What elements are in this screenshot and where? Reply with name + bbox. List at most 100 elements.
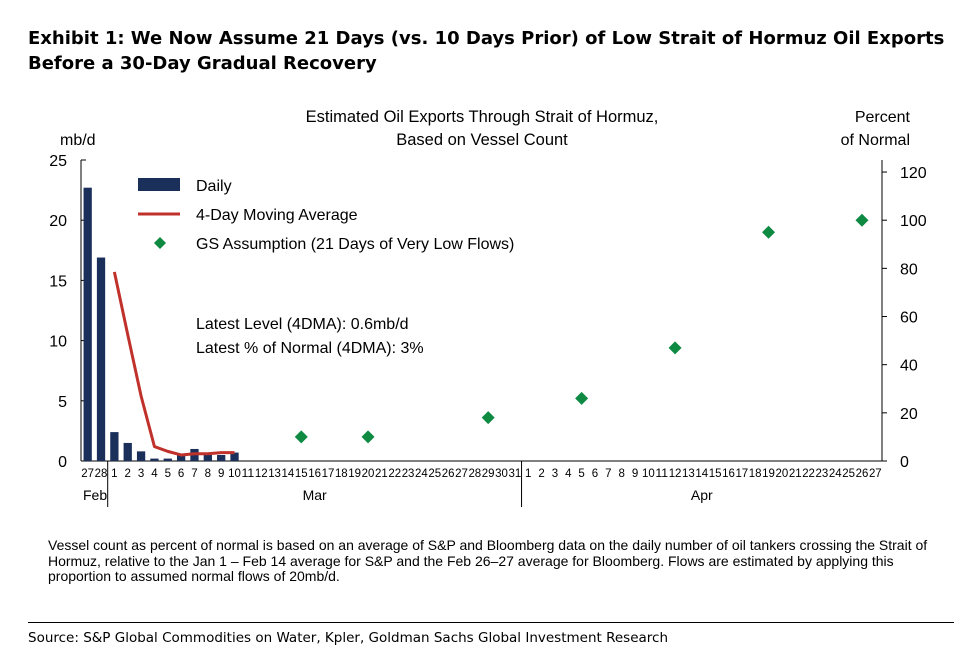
x-day-label: 3 bbox=[138, 468, 144, 480]
x-day-label: 14 bbox=[282, 468, 295, 480]
chart-title-line-2: Based on Vessel Count bbox=[396, 131, 568, 149]
daily-bar bbox=[136, 451, 146, 461]
moving-average-line bbox=[112, 271, 235, 457]
daily-bar bbox=[203, 454, 212, 461]
x-day-label: 7 bbox=[605, 468, 611, 480]
x-day-label: 23 bbox=[402, 468, 415, 480]
daily-bar bbox=[217, 454, 226, 461]
right-tick-label: 0 bbox=[900, 454, 909, 471]
x-day-label: 13 bbox=[682, 468, 695, 480]
x-day-label: 14 bbox=[695, 468, 708, 480]
x-day-label: 10 bbox=[228, 468, 241, 480]
gs-assumption-markers bbox=[294, 213, 869, 444]
right-tick-label: 60 bbox=[900, 310, 918, 327]
legend-gs-assumption-label: GS Assumption (21 Days of Very Low Flows… bbox=[196, 236, 514, 253]
x-day-label: 4 bbox=[565, 468, 572, 480]
x-day-label: 25 bbox=[428, 468, 441, 480]
legend-moving-average-label: 4-Day Moving Average bbox=[196, 207, 358, 224]
x-day-label: 6 bbox=[592, 468, 598, 480]
x-day-label: 6 bbox=[178, 468, 184, 480]
daily-bar bbox=[123, 442, 132, 461]
gs-assumption-marker bbox=[855, 213, 869, 227]
x-day-label: 29 bbox=[482, 468, 495, 480]
exhibit-title: Exhibit 1: We Now Assume 21 Days (vs. 10… bbox=[28, 28, 945, 74]
x-day-label: 30 bbox=[495, 468, 508, 480]
x-day-label: 13 bbox=[268, 468, 281, 480]
left-axis-label: mb/d bbox=[60, 132, 96, 149]
x-day-label: 23 bbox=[816, 468, 829, 480]
right-tick-label: 20 bbox=[900, 406, 918, 423]
annotation-latest-percent: Latest % of Normal (4DMA): 3% bbox=[196, 340, 424, 357]
moving-average-series bbox=[112, 271, 235, 457]
x-day-label: 28 bbox=[95, 468, 108, 480]
legend: Daily 4-Day Moving Average GS Assumption… bbox=[138, 178, 514, 253]
left-tick-label: 15 bbox=[49, 273, 67, 290]
daily-bar bbox=[96, 257, 106, 461]
x-axis-labels: 27 28 1 2 3 4 5 6 7 8 9 10 11 12 13 14 15 16 17 18 19 20 21 22 2… bbox=[81, 468, 881, 503]
daily-bar bbox=[110, 432, 119, 461]
left-tick-label: 5 bbox=[58, 394, 67, 411]
x-day-label: 15 bbox=[709, 468, 722, 480]
x-day-label: 5 bbox=[578, 468, 584, 480]
x-day-label: 11 bbox=[242, 468, 255, 480]
daily-bar bbox=[176, 454, 186, 461]
gs-assumption-marker bbox=[361, 430, 375, 444]
chart-title: Estimated Oil Exports Through Strait of … bbox=[306, 108, 659, 149]
right-tick-label: 120 bbox=[900, 165, 927, 182]
x-day-label: 1 bbox=[111, 468, 117, 480]
left-tick-label: 20 bbox=[49, 213, 67, 230]
left-tick-label: 0 bbox=[58, 454, 67, 471]
x-day-label: 3 bbox=[552, 468, 558, 480]
x-day-label: 27 bbox=[869, 468, 882, 480]
right-axis-label-line-2: of Normal bbox=[841, 132, 910, 149]
x-day-label: 5 bbox=[165, 468, 171, 480]
x-day-label: 2 bbox=[538, 468, 544, 480]
right-tick-label: 40 bbox=[900, 358, 918, 375]
gs-assumption-marker bbox=[762, 225, 776, 239]
x-day-label: 21 bbox=[375, 468, 388, 480]
legend-daily-label: Daily bbox=[196, 178, 232, 195]
x-month-label: Apr bbox=[691, 487, 713, 503]
gs-assumption-marker bbox=[668, 341, 682, 355]
left-tick-label: 10 bbox=[49, 334, 67, 351]
chart-footnote: Vessel count as percent of normal is bas… bbox=[48, 537, 928, 584]
x-day-label: 27 bbox=[81, 468, 94, 480]
right-tick-label: 100 bbox=[900, 213, 927, 230]
x-day-label: 12 bbox=[255, 468, 268, 480]
left-tick-label: 25 bbox=[49, 153, 67, 170]
right-axis-label-line-1: Percent bbox=[855, 109, 911, 126]
x-day-label: 17 bbox=[322, 468, 335, 480]
legend-daily-swatch bbox=[138, 178, 180, 191]
x-day-label: 11 bbox=[655, 468, 668, 480]
x-day-label: 7 bbox=[191, 468, 197, 480]
x-day-label: 12 bbox=[669, 468, 682, 480]
source-note: Source: S&P Global Commodities on Water,… bbox=[28, 630, 669, 646]
x-day-label: 24 bbox=[829, 468, 842, 480]
annotation-latest-level: Latest Level (4DMA): 0.6mb/d bbox=[196, 316, 409, 333]
daily-bar bbox=[230, 452, 239, 461]
x-month-label: Mar bbox=[303, 487, 327, 503]
x-month-label: Feb bbox=[83, 487, 107, 503]
x-day-label: 10 bbox=[642, 468, 655, 480]
x-day-label: 16 bbox=[308, 468, 321, 480]
gs-assumption-marker bbox=[575, 391, 589, 405]
x-day-label: 26 bbox=[442, 468, 455, 480]
x-day-label: 8 bbox=[618, 468, 624, 480]
daily-bar bbox=[163, 458, 172, 461]
x-day-label: 15 bbox=[295, 468, 308, 480]
x-day-label: 26 bbox=[856, 468, 869, 480]
right-tick-label: 80 bbox=[900, 261, 918, 278]
legend-gs-assumption-marker bbox=[154, 237, 166, 249]
x-day-label: 9 bbox=[632, 468, 638, 480]
x-day-label: 20 bbox=[776, 468, 789, 480]
x-day-label: 22 bbox=[802, 468, 815, 480]
daily-bar bbox=[150, 458, 159, 461]
annotations: Latest Level (4DMA): 0.6mb/d Latest % of… bbox=[196, 316, 424, 357]
x-day-label: 31 bbox=[509, 468, 522, 480]
x-day-label: 9 bbox=[218, 468, 224, 480]
daily-bars bbox=[83, 187, 239, 461]
x-day-label: 24 bbox=[415, 468, 428, 480]
